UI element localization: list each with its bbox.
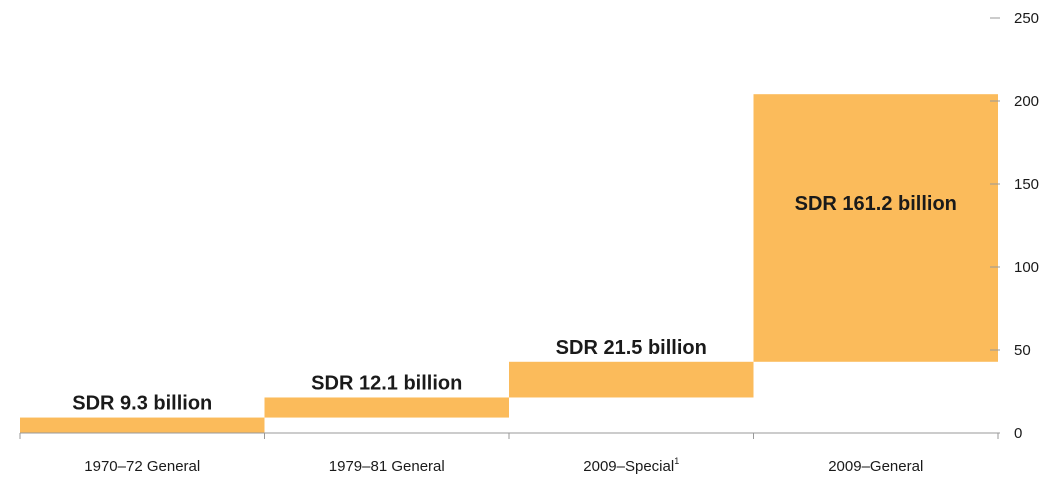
bar-value-label-1: SDR 9.3 billion xyxy=(72,393,212,415)
y-tick-label-0: 0 xyxy=(1014,425,1022,442)
bar-1 xyxy=(20,417,265,433)
x-tick-label-3: 2009–Special1 xyxy=(583,456,679,475)
bars-group xyxy=(20,94,998,433)
x-tick-label-4: 2009–General xyxy=(828,458,923,475)
bar-value-label-3: SDR 21.5 billion xyxy=(556,337,707,359)
y-tick-label-250: 250 xyxy=(1014,10,1039,27)
x-tick-label-2: 1979–81 General xyxy=(329,458,445,475)
bar-value-label-2: SDR 12.1 billion xyxy=(311,372,462,394)
footnote-marker: 1 xyxy=(674,456,679,466)
bar-4 xyxy=(753,94,998,362)
y-tick-label-100: 100 xyxy=(1014,259,1039,276)
y-tick-label-50: 50 xyxy=(1014,342,1031,359)
y-axis: 0 50 100 150 200 250 xyxy=(990,10,1039,442)
bar-labels-group: SDR 9.3 billion SDR 12.1 billion SDR 21.5 … xyxy=(72,193,957,414)
y-tick-label-200: 200 xyxy=(1014,93,1039,110)
x-axis: 1970–72 General 1979–81 General 2009–Speci… xyxy=(19,432,999,475)
y-tick-label-150: 150 xyxy=(1014,176,1039,193)
x-tick-label-1: 1970–72 General xyxy=(84,458,200,475)
bar-3 xyxy=(509,361,754,398)
bar-value-label-4: SDR 161.2 billion xyxy=(795,193,957,215)
bar-2 xyxy=(264,397,509,418)
